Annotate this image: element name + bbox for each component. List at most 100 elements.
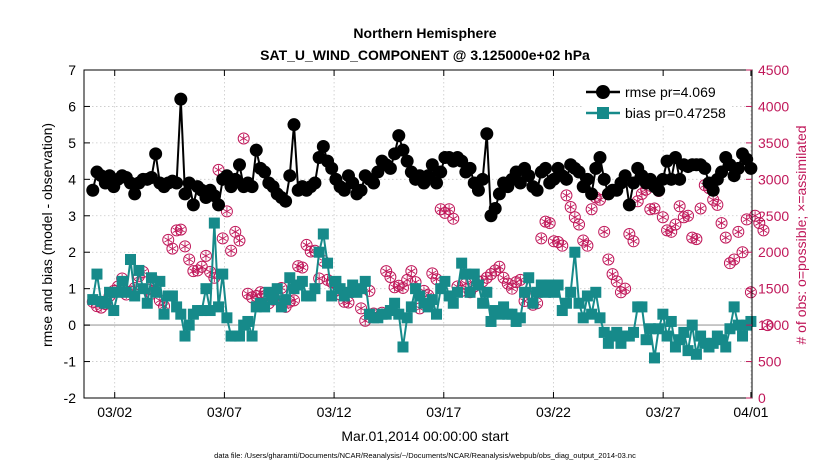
y-tick-label: 1 (68, 281, 76, 297)
legend-rmse-marker (596, 85, 610, 99)
obs-assimilated-marker (168, 245, 177, 252)
obs-possible-marker (166, 242, 179, 255)
rmse-point (371, 165, 385, 179)
obs-assimilated-marker (537, 235, 546, 242)
bias-point (435, 283, 447, 295)
obs-possible-marker (216, 232, 229, 245)
obs-point (732, 225, 745, 238)
obs-point (560, 189, 573, 202)
bias-point (405, 301, 417, 313)
bias-point (166, 290, 178, 302)
obs-assimilated-marker (545, 220, 554, 226)
x-axis-label: Mar.01,2014 00:00:00 start (341, 428, 508, 444)
obs-point (585, 203, 598, 216)
obs-assimilated-marker (503, 280, 512, 287)
rmse-point (212, 198, 226, 212)
obs-point (225, 244, 238, 257)
obs-possible-marker (183, 253, 196, 266)
obs-point (577, 234, 590, 247)
bias-point (602, 337, 614, 349)
obs-assimilated-marker (516, 277, 525, 283)
rmse-point (580, 172, 594, 186)
bias-point (477, 297, 489, 309)
rmse-point (170, 176, 184, 190)
obs-assimilated-marker (512, 279, 521, 285)
obs-assimilated-marker (730, 256, 739, 263)
obs-possible-marker (682, 209, 695, 222)
bias-point (296, 275, 308, 287)
y-right-tick-label: 1500 (758, 281, 789, 297)
obs-possible-marker (199, 249, 212, 262)
bias-point (305, 290, 317, 302)
rmse-point (149, 147, 163, 161)
rmse-point (597, 172, 611, 186)
obs-assimilated-marker (356, 305, 366, 311)
obs-assimilated-marker (449, 216, 458, 222)
obs-possible-marker (581, 239, 594, 252)
obs-assimilated-marker (176, 226, 185, 233)
rmse-point (513, 176, 527, 190)
obs-point (623, 228, 636, 240)
obs-assimilated-marker (608, 271, 617, 277)
obs-possible-marker (405, 265, 418, 278)
obs-assimilated-marker (650, 205, 659, 212)
obs-possible-marker (656, 211, 669, 224)
rmse-point (396, 143, 410, 157)
bias-point (586, 308, 598, 320)
obs-possible-marker (598, 225, 611, 238)
bias-point (615, 337, 627, 349)
bias-point (108, 305, 120, 317)
obs-assimilated-marker (189, 268, 198, 274)
obs-point (296, 261, 309, 274)
rmse-point (174, 92, 188, 106)
obs-point (627, 235, 640, 248)
obs-assimilated-marker (738, 249, 747, 255)
x-tick-label: 03/07 (207, 404, 242, 420)
obs-assimilated-marker (633, 198, 642, 204)
bias-point (179, 330, 191, 342)
obs-possible-marker (744, 286, 757, 299)
rmse-point (421, 169, 435, 183)
obs-assimilated-marker (386, 274, 395, 280)
bias-point (544, 279, 556, 291)
obs-assimilated-marker (692, 236, 701, 242)
chart-subtitle: SAT_U_WIND_COMPONENT @ 3.125000e+02 hPa (260, 47, 590, 63)
bias-point (535, 279, 547, 291)
obs-possible-marker (690, 233, 703, 246)
obs-assimilated-marker (298, 264, 307, 271)
rmse-point (668, 150, 682, 164)
bias-point (577, 312, 589, 324)
rmse-series (86, 92, 758, 223)
obs-point (694, 202, 707, 215)
obs-assimilated-marker (709, 197, 718, 203)
rmse-point (622, 198, 636, 212)
bias-point (460, 268, 472, 280)
bias-point (431, 308, 443, 320)
bias-point (657, 308, 669, 320)
bias-point (724, 323, 736, 335)
rmse-point (316, 140, 330, 154)
bias-point (636, 301, 648, 313)
rmse-point (627, 176, 641, 190)
bias-point (401, 312, 413, 324)
bias-point (569, 246, 581, 258)
obs-assimilated-marker (604, 256, 613, 263)
obs-point (753, 217, 766, 230)
obs-possible-marker (719, 231, 732, 244)
bias-point (213, 301, 225, 313)
bias-point (359, 275, 371, 287)
obs-point (736, 246, 749, 259)
rmse-point (383, 161, 397, 175)
obs-point (602, 253, 615, 266)
rmse-point (618, 169, 632, 183)
bias-point (393, 308, 405, 320)
obs-assimilated-marker (755, 220, 764, 226)
rmse-point (593, 150, 607, 164)
bias-point (527, 297, 539, 309)
obs-assimilated-marker (306, 248, 315, 255)
rmse-point (455, 154, 469, 168)
obs-assimilated-marker (407, 268, 416, 274)
y-tick-label: 0 (68, 317, 76, 333)
bias-point (498, 301, 510, 313)
obs-point (220, 205, 233, 218)
